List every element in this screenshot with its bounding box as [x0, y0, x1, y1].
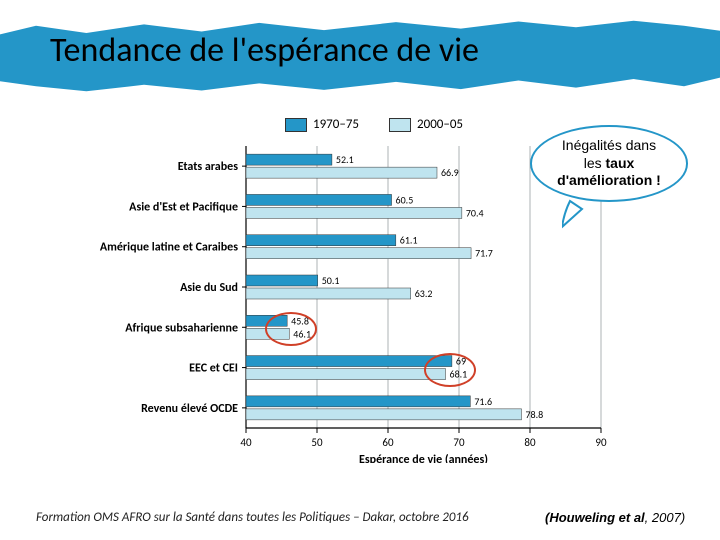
footer-left-text: Formation OMS AFRO sur la Santé dans tou… — [36, 510, 469, 525]
svg-text:61.1: 61.1 — [400, 234, 418, 247]
slide-title: Tendance de l'espérance de vie — [50, 30, 479, 71]
highlight-ellipse — [424, 353, 476, 387]
highlight-ellipse — [265, 312, 317, 346]
svg-text:60.5: 60.5 — [396, 193, 414, 206]
svg-text:50.1: 50.1 — [322, 274, 340, 287]
legend-label-a: 1970–75 — [313, 117, 359, 132]
svg-text:50: 50 — [311, 436, 323, 449]
svg-text:Etats arabes: Etats arabes — [178, 160, 239, 174]
footer-citation: (Houweling et al, 2007) — [545, 510, 685, 525]
svg-text:71.6: 71.6 — [474, 395, 492, 408]
svg-text:52.1: 52.1 — [336, 153, 354, 166]
callout-line3: d'amélioration ! — [557, 172, 661, 188]
svg-text:71.7: 71.7 — [475, 247, 493, 260]
legend-swatch-b — [389, 118, 411, 132]
legend-swatch-a — [285, 118, 307, 132]
svg-text:Revenu élevé OCDE: Revenu élevé OCDE — [141, 402, 238, 416]
svg-text:78.8: 78.8 — [525, 408, 543, 421]
svg-text:Espérance de vie (années): Espérance de vie (années) — [359, 453, 488, 463]
svg-text:63.2: 63.2 — [415, 287, 433, 300]
callout-bubble: Inégalités dans les taux d'amélioration … — [530, 125, 688, 202]
svg-text:80: 80 — [524, 436, 536, 449]
svg-text:90: 90 — [595, 436, 607, 449]
svg-text:60: 60 — [382, 436, 394, 449]
callout-line2b: taux — [606, 155, 635, 171]
svg-text:Asie du Sud: Asie du Sud — [180, 281, 238, 295]
callout-line1: Inégalités dans — [562, 137, 656, 153]
svg-text:EEC et CEI: EEC et CEI — [189, 362, 238, 376]
svg-text:66.9: 66.9 — [441, 166, 459, 179]
svg-text:70: 70 — [453, 436, 465, 449]
svg-text:Afrique subsaharienne: Afrique subsaharienne — [125, 321, 238, 335]
callout-line2: les — [584, 155, 606, 171]
callout-tail-icon — [562, 193, 602, 233]
svg-text:40: 40 — [240, 436, 252, 449]
svg-text:Amérique latine et Caraibes: Amérique latine et Caraibes — [100, 241, 238, 255]
svg-text:70.4: 70.4 — [466, 206, 484, 219]
chart-legend: 1970–75 2000–05 — [285, 117, 463, 132]
svg-text:Asie d'Est et Pacifique: Asie d'Est et Pacifique — [129, 200, 238, 214]
legend-label-b: 2000–05 — [417, 117, 463, 132]
